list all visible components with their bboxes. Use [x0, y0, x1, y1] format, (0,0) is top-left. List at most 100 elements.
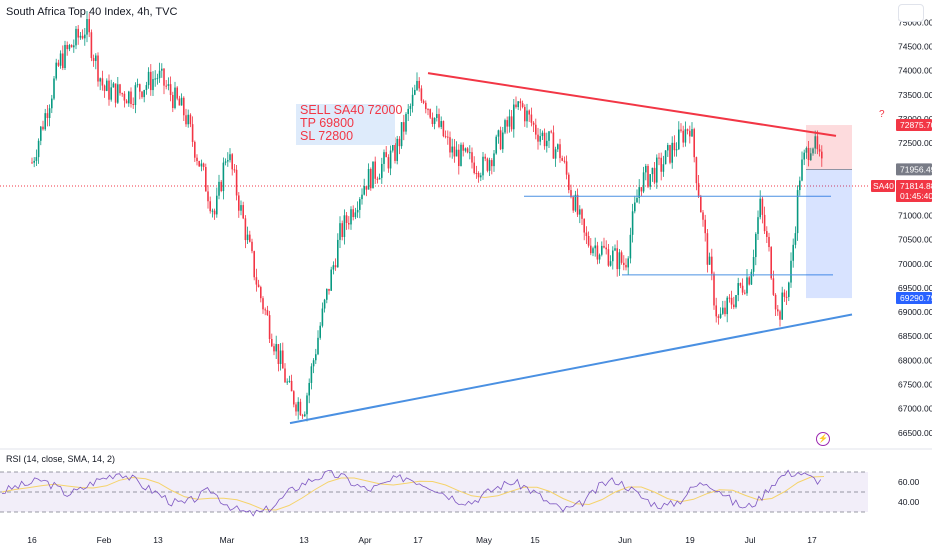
- candle-body: [370, 169, 372, 189]
- flash-icon[interactable]: ⚡: [816, 432, 830, 446]
- candle-body: [748, 277, 750, 285]
- candle-body: [746, 277, 748, 294]
- candle-body: [341, 223, 343, 237]
- candle-body: [332, 265, 335, 270]
- candle-body: [596, 245, 599, 260]
- candle-body: [719, 313, 722, 318]
- candle-body: [766, 231, 768, 237]
- candle-body: [535, 124, 537, 135]
- candle-body: [290, 380, 293, 392]
- candle-body: [354, 212, 357, 218]
- candle-body: [407, 108, 409, 114]
- candle-body: [678, 129, 680, 150]
- candle-body: [229, 154, 231, 161]
- candle-body: [264, 309, 266, 311]
- candle-body: [183, 97, 185, 116]
- candle-body: [301, 415, 304, 417]
- candle-body: [601, 245, 603, 255]
- candle-body: [649, 174, 651, 187]
- candle-body: [321, 308, 324, 326]
- candle-body: [271, 338, 273, 347]
- candle-body: [629, 234, 632, 259]
- price-pane: [0, 10, 868, 425]
- candle-body: [781, 292, 783, 320]
- chart-menu-button[interactable]: [898, 4, 924, 22]
- candle-body: [570, 190, 572, 198]
- candle-body: [385, 152, 387, 158]
- rsi-axis: 60.00 40.00: [898, 477, 920, 507]
- candle-body: [475, 173, 478, 175]
- candle-body: [117, 84, 119, 103]
- candle-body: [702, 212, 704, 220]
- candle-body: [326, 288, 328, 300]
- price-axis[interactable]: 75000.0074500.0074000.0073500.0073000.00…: [898, 17, 932, 437]
- candle-body: [403, 122, 405, 132]
- candle-body: [453, 146, 456, 157]
- candle-body: [499, 130, 502, 150]
- candle-body: [359, 199, 361, 210]
- trade-annotation[interactable]: SELL SA40 72000 TP 69800 SL 72800: [296, 104, 402, 145]
- candle-body: [77, 28, 79, 38]
- candle-body: [328, 288, 330, 291]
- candle-body: [79, 35, 82, 38]
- candle-body: [581, 209, 583, 219]
- candle-body: [414, 89, 416, 95]
- candle-body: [792, 244, 794, 261]
- candle-body: [37, 140, 40, 158]
- candle-body: [323, 299, 326, 309]
- candle-body: [543, 132, 546, 147]
- last-price-tag-bg: [896, 180, 932, 202]
- candle-body: [345, 215, 348, 223]
- candle-body: [607, 249, 610, 266]
- candle-body: [493, 153, 495, 167]
- candle-body: [130, 91, 132, 105]
- time-tick-label: 16: [27, 535, 37, 545]
- candle-body: [706, 233, 709, 265]
- candle-body: [150, 71, 152, 91]
- candle-body: [521, 103, 524, 107]
- candle-body: [242, 205, 244, 219]
- candle-body: [508, 116, 511, 127]
- rsi-tick-label: 60.00: [898, 477, 920, 487]
- candle-body: [642, 172, 645, 192]
- candle-body: [108, 80, 110, 100]
- time-tick-label: Jul: [745, 535, 756, 545]
- candle-body: [257, 284, 260, 288]
- candle-body: [585, 232, 588, 237]
- short-position-tool[interactable]: [806, 125, 852, 299]
- candle-body: [462, 144, 464, 151]
- candle-body: [246, 234, 249, 241]
- candle-body: [579, 209, 581, 215]
- candle-body: [84, 34, 86, 39]
- candle-body: [202, 163, 205, 167]
- candle-body: [515, 104, 517, 108]
- time-tick-label: Mar: [220, 535, 235, 545]
- candle-body: [783, 292, 786, 297]
- time-axis[interactable]: 16 Feb 13 Mar 13 Apr 17 May 15 Jun 19 Jul 17: [27, 535, 817, 545]
- candle-body: [744, 292, 746, 294]
- candle-body: [315, 354, 317, 361]
- candle-body: [816, 136, 819, 150]
- candle-body: [310, 366, 313, 383]
- candle-body: [636, 197, 638, 203]
- candle-body: [805, 147, 808, 153]
- candle-body: [312, 360, 315, 367]
- candle-body: [167, 84, 170, 86]
- rsi-pane: [0, 469, 868, 517]
- candle-body: [46, 113, 49, 119]
- candle-body: [728, 297, 731, 299]
- candle-body: [339, 223, 341, 240]
- candle-body: [282, 350, 284, 369]
- candle-body: [213, 210, 216, 215]
- candle-body: [557, 144, 559, 150]
- take-profit-zone: [806, 169, 852, 299]
- price-tick-label: 69000.00: [898, 307, 932, 317]
- candle-body: [334, 265, 337, 268]
- candle-body: [796, 190, 799, 234]
- candle-body: [574, 194, 577, 211]
- candle-body: [198, 160, 200, 167]
- candle-body: [464, 148, 467, 151]
- candle-body: [255, 277, 258, 285]
- candle-body: [737, 283, 739, 296]
